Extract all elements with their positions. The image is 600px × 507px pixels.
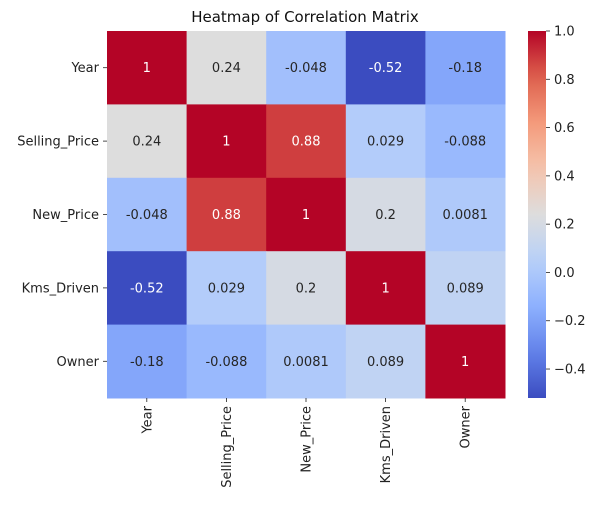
heatmap-cell-label-1-0: 0.24: [132, 135, 161, 150]
x-tick-label-1: Selling_Price: [220, 406, 235, 488]
heatmap-cell-3-0: [107, 251, 188, 326]
heatmap-cell-label-0-0: 1: [143, 61, 151, 76]
heatmap-cell-labels: 1 0.24 -0.048 -0.52 -0.18 0.24 1 0.88 0.029 -0.08…: [126, 61, 488, 370]
heatmap-cell-2-3: [345, 177, 426, 252]
heatmap-cell-label-4-0: -0.18: [130, 355, 164, 370]
heatmap-cell-label-3-4: 0.089: [447, 281, 484, 296]
heatmap-cell-label-0-4: -0.18: [448, 61, 482, 76]
heatmap-cell-4-0: [107, 324, 188, 399]
heatmap-cell-label-4-3: 0.089: [367, 355, 404, 370]
heatmap-cell-label-2-4: 0.0081: [442, 208, 488, 223]
colorbar-tick-label-6: −0.2: [554, 314, 586, 329]
heatmap-cell-label-2-3: 0.2: [375, 208, 396, 223]
heatmap-cell-label-4-4: 1: [461, 355, 469, 370]
heatmap-cell-label-3-3: 1: [381, 281, 389, 296]
colorbar-gradient: [528, 31, 546, 398]
heatmap-cell-label-2-0: -0.048: [126, 208, 168, 223]
heatmap-cell-label-0-3: -0.52: [369, 61, 403, 76]
heatmap-cell-1-1: [186, 104, 267, 179]
heatmap-cell-4-4: [425, 324, 506, 399]
heatmap-cell-label-4-2: 0.0081: [283, 355, 329, 370]
colorbar-tick-label-4: 0.2: [554, 218, 575, 233]
colorbar-tick-label-5: 0.0: [554, 266, 575, 281]
colorbar-tick-label-7: −0.4: [554, 363, 586, 378]
heatmap-cell-3-2: [266, 251, 347, 326]
heatmap-cell-label-3-2: 0.2: [296, 281, 317, 296]
heatmap-cells: [107, 31, 506, 399]
colorbar-tick-label-0: 1.0: [554, 25, 575, 40]
heatmap-cell-label-0-2: -0.048: [285, 61, 327, 76]
heatmap-cell-4-2: [266, 324, 347, 399]
heatmap-cell-1-0: [107, 104, 188, 179]
heatmap-cell-label-0-1: 0.24: [212, 61, 241, 76]
heatmap-cell-3-4: [425, 251, 506, 326]
heatmap-cell-2-0: [107, 177, 188, 252]
heatmap-cell-0-0: [107, 31, 188, 105]
heatmap-cell-label-1-3: 0.029: [367, 135, 404, 150]
heatmap-cell-0-3: [345, 31, 426, 105]
x-tick-label-4: Owner: [459, 405, 474, 448]
heatmap-cell-1-4: [425, 104, 506, 179]
heatmap-cell-3-1: [186, 251, 267, 326]
heatmap-cell-label-2-2: 1: [302, 208, 310, 223]
colorbar-tick-label-3: 0.4: [554, 169, 575, 184]
x-axis-tick-labels: Year Selling_Price New_Price Kms_Driven Owne…: [140, 398, 474, 488]
colorbar: 1.0 0.8 0.6 0.4 0.2 0.0 −0.2 −0.4: [528, 25, 586, 398]
heatmap-cell-label-3-1: 0.029: [208, 281, 245, 296]
heatmap-cell-0-2: [266, 31, 347, 105]
y-tick-label-0: Year: [70, 61, 99, 76]
colorbar-ticks: 1.0 0.8 0.6 0.4 0.2 0.0 −0.2 −0.4: [546, 25, 586, 378]
colorbar-tick-label-2: 0.6: [554, 121, 575, 136]
heatmap-cell-label-1-2: 0.88: [292, 135, 321, 150]
x-tick-label-3: Kms_Driven: [379, 406, 394, 483]
chart-title: Heatmap of Correlation Matrix: [191, 8, 419, 26]
heatmap-cell-2-1: [186, 177, 267, 252]
heatmap-cell-4-3: [345, 324, 426, 399]
heatmap-cell-label-2-1: 0.88: [212, 208, 241, 223]
y-axis-tick-labels: Year Selling_Price New_Price Kms_Driven Owne…: [17, 61, 107, 370]
heatmap-cell-label-1-1: 1: [222, 135, 230, 150]
heatmap-cell-2-2: [266, 177, 347, 252]
heatmap-cell-0-4: [425, 31, 506, 105]
x-tick-label-2: New_Price: [300, 406, 315, 473]
heatmap-cell-3-3: [345, 251, 426, 326]
y-tick-label-4: Owner: [57, 355, 100, 370]
heatmap-cell-4-1: [186, 324, 267, 399]
heatmap-cell-label-3-0: -0.52: [130, 281, 164, 296]
y-tick-label-1: Selling_Price: [17, 135, 99, 150]
heatmap-cell-label-4-1: -0.088: [205, 355, 247, 370]
heatmap-cell-1-2: [266, 104, 347, 179]
heatmap-cell-1-3: [345, 104, 426, 179]
heatmap-cell-2-4: [425, 177, 506, 252]
heatmap-cell-0-1: [186, 31, 267, 105]
y-tick-label-2: New_Price: [32, 208, 99, 223]
colorbar-tick-label-1: 0.8: [554, 73, 575, 88]
heatmap-cell-label-1-4: -0.088: [444, 135, 486, 150]
y-tick-label-3: Kms_Driven: [22, 281, 99, 296]
x-tick-label-0: Year: [140, 405, 155, 434]
